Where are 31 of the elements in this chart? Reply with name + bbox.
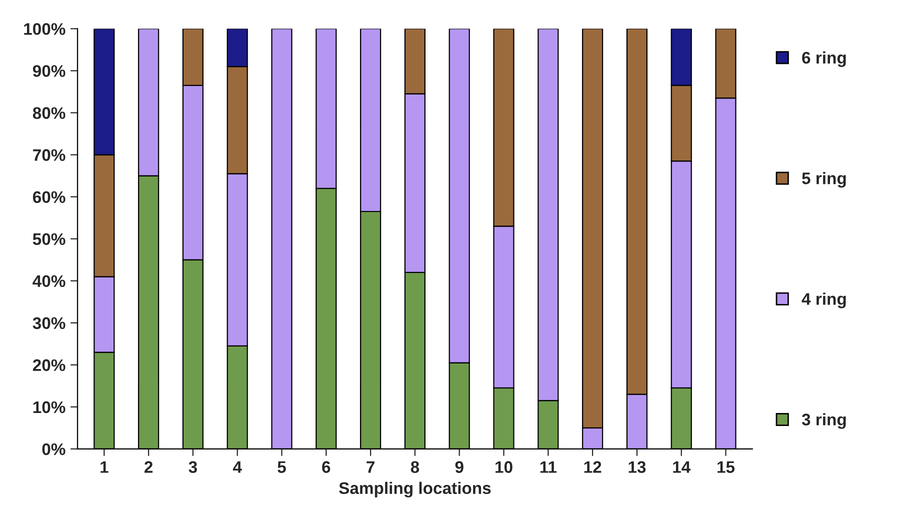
y-tick-label: 40% [32,275,66,288]
x-tick-label: 9 [455,461,464,473]
x-tick-label: 8 [410,461,420,473]
x-tick-label: 5 [278,461,286,473]
x-tick-label: 15 [718,461,735,473]
x-tick-label: 10 [496,461,512,473]
y-tick-label: 80% [32,107,66,119]
x-tick-label: 3 [188,461,197,473]
x-tick-label: 12 [584,461,602,473]
y-tick-label: 10% [33,401,66,414]
x-tick-label: 1 [100,461,108,473]
x-tick-label: 14 [673,461,691,473]
x-tick-label: 2 [144,461,153,473]
x-tick-label: 11 [540,461,557,473]
y-tick-label: 90% [32,65,66,77]
legend-label: 3 ring [802,413,846,429]
y-tick-label: 100% [24,23,66,35]
legend-label: 6 ring [802,51,846,68]
x-tick-label: 13 [628,461,646,473]
y-tick-label: 60% [32,191,66,203]
x-tick-label: 4 [232,461,242,473]
y-tick-label: 0% [42,443,66,456]
y-tick-label: 30% [32,317,66,330]
x-tick-label: 6 [322,461,330,473]
legend-label: 5 ring [802,172,846,188]
x-axis-title: Sampling locations [339,482,491,498]
x-tick-label: 7 [366,461,374,473]
y-tick-label: 50% [32,233,66,246]
y-tick-label: 70% [33,149,66,161]
y-tick-label: 20% [32,359,66,372]
legend-label: 4 ring [802,292,846,308]
